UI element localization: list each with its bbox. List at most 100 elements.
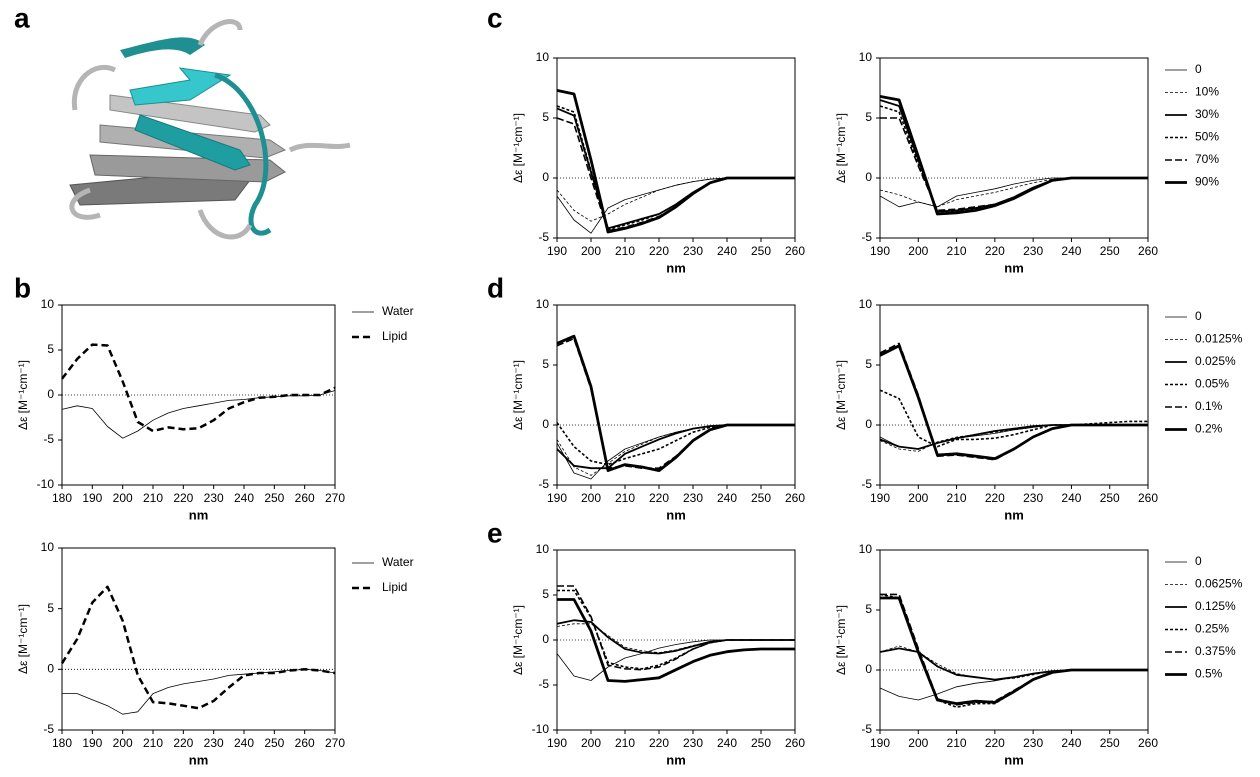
series-line (879, 95, 1148, 216)
series-line (61, 343, 336, 433)
series-line (879, 645, 1148, 680)
series-line (62, 668, 336, 715)
x-axis-label: nm (189, 507, 209, 522)
series-line (556, 424, 795, 470)
x-tick-label: 260 (295, 736, 315, 750)
x-axis-label: nm (1004, 260, 1024, 275)
plot-frame (61, 547, 336, 731)
legend-label: 10% (1195, 85, 1219, 99)
x-tick-label: 220 (649, 244, 669, 258)
y-tick-label: 10 (859, 542, 873, 556)
x-tick-label: 210 (947, 244, 967, 258)
legend-label: 0.05% (1195, 377, 1229, 391)
x-tick-label: 260 (1138, 491, 1158, 505)
legend-label: 0.0125% (1195, 332, 1243, 346)
y-tick-label: -5 (538, 230, 549, 244)
y-tick-label: 10 (41, 297, 55, 311)
x-tick-label: 240 (234, 491, 254, 505)
x-tick-label: 250 (1100, 491, 1120, 505)
legend-label: 70% (1195, 152, 1219, 166)
x-tick-label: 250 (751, 244, 771, 258)
y-tick-label: 10 (536, 297, 550, 311)
x-tick-label: 230 (1023, 244, 1043, 258)
y-tick-label: 5 (47, 342, 54, 356)
y-tick-label: -10 (37, 477, 55, 491)
y-tick-label: 5 (542, 357, 549, 371)
y-tick-label: -5 (538, 677, 549, 691)
legend-label: Lipid (382, 329, 407, 343)
legend-label: 0.25% (1195, 622, 1229, 636)
x-tick-label: 220 (173, 491, 193, 505)
y-tick-label: 5 (865, 110, 872, 124)
y-axis-label: Δε [M⁻¹cm⁻¹] (511, 605, 525, 675)
x-tick-label: 190 (547, 244, 567, 258)
legend-label: 50% (1195, 130, 1219, 144)
x-axis-label: nm (666, 752, 686, 767)
x-axis-label: nm (1004, 752, 1024, 767)
x-axis-label: nm (1004, 507, 1024, 522)
x-tick-label: 210 (615, 244, 635, 258)
y-tick-label: -5 (861, 230, 872, 244)
x-tick-label: 240 (717, 736, 737, 750)
legend-label: Water (382, 555, 414, 569)
x-tick-label: 270 (325, 736, 345, 750)
x-tick-label: 180 (52, 736, 72, 750)
series-line (556, 422, 795, 466)
x-tick-label: 200 (581, 736, 601, 750)
y-axis-label: Δε [M⁻¹cm⁻¹] (511, 360, 525, 430)
legend-label: 0 (1195, 309, 1202, 323)
series-line (879, 177, 1148, 208)
y-tick-label: 0 (542, 417, 549, 431)
x-tick-label: 260 (295, 491, 315, 505)
legend-label: Lipid (382, 580, 407, 594)
panel-label: c (487, 2, 503, 33)
x-tick-label: 250 (264, 736, 284, 750)
y-axis-label: Δε [M⁻¹cm⁻¹] (16, 360, 30, 430)
x-tick-label: 190 (870, 244, 890, 258)
y-tick-label: 0 (865, 417, 872, 431)
series-line (557, 598, 795, 683)
y-tick-label: 0 (542, 170, 549, 184)
x-tick-label: 240 (717, 491, 737, 505)
x-tick-label: 200 (581, 491, 601, 505)
x-tick-label: 220 (649, 491, 669, 505)
y-axis-label: Δε [M⁻¹cm⁻¹] (16, 604, 30, 674)
panel-label: d (487, 272, 504, 303)
x-tick-label: 230 (683, 244, 703, 258)
plot-frame (879, 549, 1149, 731)
y-tick-label: -5 (861, 722, 872, 736)
series-line (879, 424, 1148, 452)
series-line (879, 389, 1148, 448)
x-tick-label: 210 (143, 736, 163, 750)
y-tick-label: 10 (859, 50, 873, 64)
y-axis-label: Δε [M⁻¹cm⁻¹] (834, 605, 848, 675)
x-tick-label: 210 (947, 491, 967, 505)
x-axis-label: nm (666, 507, 686, 522)
x-tick-label: 260 (785, 736, 805, 750)
legend-label: 0 (1195, 554, 1202, 568)
legend-label: 0.125% (1195, 599, 1236, 613)
x-tick-label: 200 (908, 491, 928, 505)
y-axis-label: Δε [M⁻¹cm⁻¹] (834, 360, 848, 430)
series-line (880, 596, 1148, 705)
plot-frame (879, 57, 1149, 239)
y-tick-label: -10 (532, 722, 550, 736)
legend-label: 30% (1195, 107, 1219, 121)
x-axis-label: nm (666, 260, 686, 275)
x-tick-label: 260 (1138, 736, 1158, 750)
x-tick-label: 210 (947, 736, 967, 750)
x-tick-label: 240 (1061, 491, 1081, 505)
x-tick-label: 240 (1061, 736, 1081, 750)
x-tick-label: 190 (870, 491, 890, 505)
y-tick-label: 0 (865, 170, 872, 184)
y-tick-label: 10 (536, 50, 550, 64)
x-tick-label: 220 (985, 491, 1005, 505)
x-tick-label: 200 (908, 736, 928, 750)
legend-label: 0.025% (1195, 354, 1236, 368)
x-tick-label: 220 (985, 244, 1005, 258)
y-tick-label: 10 (41, 540, 55, 554)
legend-label: 0.5% (1195, 667, 1223, 681)
x-tick-label: 260 (785, 244, 805, 258)
x-tick-label: 260 (785, 491, 805, 505)
series-line (879, 99, 1148, 213)
